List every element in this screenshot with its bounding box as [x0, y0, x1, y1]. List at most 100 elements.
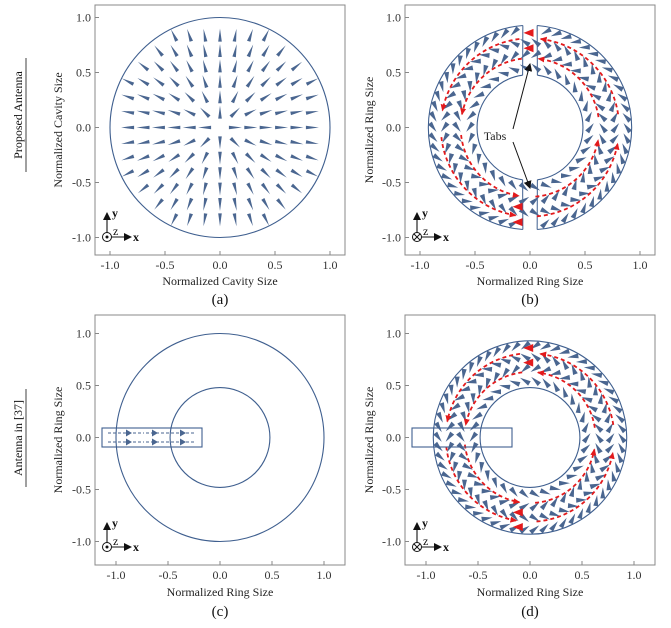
field-wedge	[560, 61, 573, 67]
field-wedge	[550, 216, 560, 227]
field-wedge	[493, 372, 501, 384]
field-wedge	[436, 163, 447, 171]
field-wedge	[539, 500, 549, 511]
ring-outer	[432, 340, 628, 535]
field-arrow	[245, 167, 255, 180]
x-tick-label: 1.0	[317, 568, 332, 582]
field-wedge	[618, 442, 626, 454]
field-arrow	[170, 44, 179, 57]
triad-x-label: x	[133, 540, 139, 554]
field-wedge	[611, 171, 616, 184]
field-arrow	[137, 61, 150, 72]
field-wedge	[583, 56, 589, 68]
field-wedge	[603, 388, 615, 395]
field-wedge	[539, 488, 551, 495]
field-wedge	[469, 58, 481, 64]
field-wedge	[520, 353, 531, 362]
panel-c-ring-outline	[115, 332, 325, 543]
panel-c-caption: (c)	[212, 604, 229, 620]
field-wedge	[529, 489, 540, 498]
field-wedge	[467, 81, 473, 93]
field-arrow	[152, 153, 165, 162]
field-arrow	[200, 137, 211, 148]
field-wedge	[596, 71, 602, 83]
field-wedge	[458, 154, 470, 162]
field-arrow	[218, 59, 222, 73]
field-wedge	[620, 153, 626, 165]
field-arrow	[232, 197, 237, 211]
field-wedge	[604, 180, 610, 192]
field-wedge	[599, 464, 611, 473]
field-arrow	[218, 105, 222, 119]
field-wedge	[569, 68, 581, 74]
field-wedge	[597, 143, 604, 155]
field-wedge	[473, 41, 480, 53]
field-wedge	[461, 198, 473, 204]
field-wedge	[434, 421, 442, 433]
field-arrow	[218, 213, 222, 227]
field-wedge	[442, 132, 450, 143]
field-arrow	[246, 60, 254, 73]
field-wedge	[590, 461, 596, 474]
field-wedge	[502, 343, 511, 354]
y-tick-label: -0.5	[382, 483, 401, 497]
field-wedge	[620, 103, 631, 113]
field-wedge	[594, 423, 604, 433]
field-wedge	[595, 442, 603, 454]
field-wedge	[434, 451, 445, 461]
field-arrow	[167, 110, 181, 116]
field-wedge	[468, 100, 480, 109]
panel-a: -1.0 -1.0 -0.5 -0.5 0.0 0.0 0.5 0.5 1.0 1.0 Norma…	[51, 4, 346, 308]
field-wedge	[601, 67, 613, 73]
panel-b-ylabel: Normalized Ring Size	[362, 77, 376, 184]
field-arrow	[218, 44, 222, 57]
field-wedge	[518, 196, 530, 205]
field-wedge	[499, 482, 507, 494]
y-tick-label: 0.0	[386, 431, 401, 445]
field-arrow	[183, 138, 196, 146]
field-arrow	[170, 198, 179, 211]
field-arrow	[274, 139, 288, 145]
field-wedge	[617, 423, 627, 434]
field-arrow	[154, 45, 164, 57]
field-arrow	[121, 78, 135, 86]
field-wedge	[479, 83, 492, 89]
field-wedge	[489, 495, 502, 501]
field-wedge	[437, 461, 448, 470]
field-wedge	[457, 55, 463, 67]
field-wedge	[570, 393, 576, 405]
field-wedge	[481, 516, 493, 522]
current-arrowhead	[523, 358, 534, 367]
field-wedge	[481, 488, 493, 494]
triad-x-label: x	[443, 230, 449, 244]
field-wedge	[576, 497, 588, 503]
current-path	[460, 134, 520, 198]
field-wedge	[454, 143, 466, 153]
field-arrow	[261, 29, 270, 42]
panel-b: -1.0-1.0-0.5-0.50.00.00.50.51.01.0 Tabs …	[362, 4, 656, 308]
field-wedge	[572, 81, 578, 93]
ring-outer	[115, 332, 325, 543]
field-wedge	[597, 112, 608, 123]
field-wedge	[520, 38, 531, 47]
field-wedge	[586, 184, 598, 190]
field-wedge	[551, 355, 561, 367]
field-arrow	[137, 78, 150, 87]
field-wedge	[531, 376, 541, 387]
x-tick-label: 0.0	[523, 568, 538, 582]
x-tick-label: 0.0	[213, 568, 228, 582]
field-wedge	[574, 49, 581, 62]
field-arrow	[202, 75, 209, 88]
y-tick-label: 0.5	[386, 66, 401, 80]
x-tick-label: 1.0	[323, 258, 338, 272]
panel-a-xlabel: Normalized Cavity Size	[162, 274, 277, 288]
current-path	[535, 139, 600, 198]
field-arrow	[247, 28, 253, 42]
panel-b-caption: (b)	[521, 292, 539, 308]
field-wedge	[595, 433, 604, 444]
x-tick-label: 0.0	[523, 258, 538, 272]
panel-b-ticks: -1.0 -1.0 -0.5 -0.5 0.0 0.0 0.5 0.5 1.0 1.0	[382, 11, 648, 273]
field-wedge	[580, 369, 586, 381]
field-wedge	[453, 393, 465, 401]
field-wedge	[464, 180, 470, 192]
